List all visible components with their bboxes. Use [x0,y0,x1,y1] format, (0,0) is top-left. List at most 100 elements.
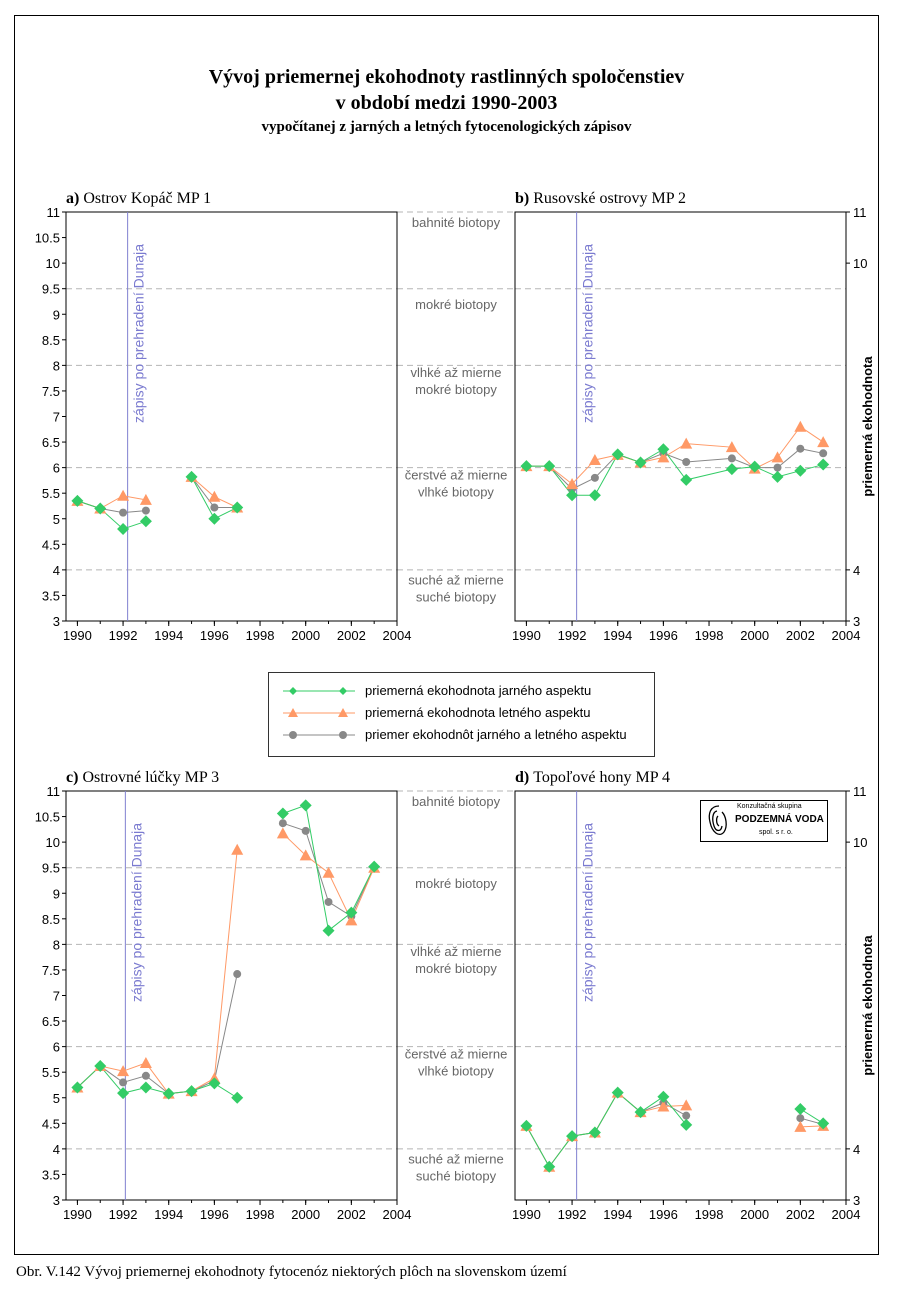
panel-title: d) Topoľové hony MP 4 [515,769,670,786]
y-tick-label: 7.5 [42,963,60,978]
x-tick-label: 2002 [337,1207,366,1222]
data-point-average [278,819,287,828]
dam-annotation-label: zápisy po prehradení Dunaja [580,823,596,1002]
biotope-zone-label: bahnité biotopy [412,794,501,809]
panel-title: c) Ostrovné lúčky MP 3 [66,769,219,786]
data-point-average [210,503,219,512]
x-tick-label: 1990 [512,1207,541,1222]
data-point-spring [794,1102,807,1115]
biotope-zone-label: suché biotopy [416,1168,497,1183]
data-point-summer [657,451,670,463]
x-tick-label: 1998 [695,628,724,643]
legend-swatch-average [283,731,355,739]
data-point-average [796,444,805,453]
biotope-zone-label: vlhké biotopy [418,1063,494,1078]
y-tick-label: 9.5 [42,282,60,297]
x-tick-label: 1996 [200,1207,229,1222]
legend-item-average: priemer ekohodnôt jarného a letného aspe… [277,725,652,745]
legend-swatch-summer [283,708,355,717]
x-tick-label: 1990 [512,628,541,643]
plot-area [65,211,398,622]
series-line-spring [800,1108,824,1124]
data-point-spring [139,1081,152,1094]
chart-panel-2: b) Rusovské ostrovy MP 2 1990 1992 1994 1996… [512,190,875,643]
figure-caption: Obr. V.142 Vývoj priemernej ekohodnoty f… [16,1264,567,1280]
data-point-summer [566,477,579,489]
biotope-zone-label: vlhké až mierne [410,365,501,380]
figure-subtitle-2: vypočítanej z jarných a letných fytoceno… [261,119,632,135]
y-tick-label: 4.5 [42,537,60,552]
data-point-summer [231,843,244,855]
data-point-spring [345,906,358,919]
legend-item-spring: priemerná ekohodnota jarného aspektu [277,681,652,701]
data-point-spring [139,515,152,528]
x-tick-label: 1996 [200,628,229,643]
data-point-average [727,454,736,463]
data-point-summer [117,1065,130,1077]
right-axis-label: priemerná ekohodnota [860,935,875,1076]
x-tick-label: 2002 [786,1207,815,1222]
x-tick-label: 2000 [740,1207,769,1222]
data-point-spring [588,489,601,502]
y-tick-label: 8 [53,358,60,373]
data-point-spring [368,860,381,873]
y-tick-label: 10.5 [35,810,60,825]
biotope-zone-label: vlhké biotopy [418,484,494,499]
data-point-summer [794,420,807,432]
data-point-spring [185,470,198,483]
data-point-spring [322,924,335,937]
dam-annotation-label: zápisy po prehradení Dunaja [128,823,144,1002]
x-tick-label: 2002 [337,628,366,643]
plot-area [514,211,847,622]
x-tick-label: 2002 [786,628,815,643]
y-tick-label: 10.5 [35,231,60,246]
y-tick-label: 4.5 [42,1116,60,1131]
figure-title: Vývoj priemernej ekohodnoty rastlinných … [208,66,685,88]
x-tick-label: 1996 [649,1207,678,1222]
chart-panel-3: c) Ostrovné lúčky MP 3 1990 1992 1994 1996 19… [35,769,515,1222]
data-point-spring [117,522,130,535]
company-logo: Konzultačná skupina PODZEMNÁ VODA spol. … [700,800,828,842]
y-tick-label: 3 [853,1193,860,1208]
data-point-summer [139,493,152,505]
data-point-summer [817,436,830,448]
y-tick-label: 4 [853,1142,860,1157]
data-point-spring [117,1087,130,1100]
x-tick-label: 1992 [558,628,587,643]
data-point-summer [725,441,738,453]
data-point-average [324,897,333,906]
data-point-spring [817,1117,830,1130]
data-point-spring [748,460,761,473]
y-tick-label: 5 [53,1091,60,1106]
data-point-spring [185,1085,198,1098]
data-point-spring [94,1060,107,1073]
biotope-zone-label: čerstvé až mierne [405,1046,508,1061]
x-tick-label: 1994 [154,1207,183,1222]
x-tick-label: 1990 [63,1207,92,1222]
figure-subtitle: v období medzi 1990-2003 [335,92,558,114]
series-line-summer [77,495,146,510]
plot-area [514,790,847,1201]
data-point-average [682,458,691,467]
y-tick-label: 3 [53,614,60,629]
panel-title-letter: b) [515,190,533,207]
biotope-zone-label: mokré biotopy [415,382,497,397]
x-tick-label: 2004 [832,628,861,643]
data-point-summer [771,451,784,463]
y-tick-label: 8 [53,937,60,952]
data-point-spring [634,1106,647,1119]
y-tick-label: 10 [853,256,867,271]
y-tick-label: 3 [853,614,860,629]
plot-area [65,790,398,1201]
y-tick-label: 7 [53,410,60,425]
data-point-summer [680,1099,693,1111]
dam-annotation-label: zápisy po prehradení Dunaja [580,244,596,423]
data-point-spring [71,1081,84,1094]
x-tick-label: 1990 [63,628,92,643]
data-point-summer [139,1056,152,1068]
biotope-zone-label: mokré biotopy [415,876,497,891]
data-point-summer [117,489,130,501]
biotope-zone-label: suché až mierne [408,1151,503,1166]
data-point-spring [276,807,289,820]
logo-line3: spol. s r. o. [759,829,793,836]
